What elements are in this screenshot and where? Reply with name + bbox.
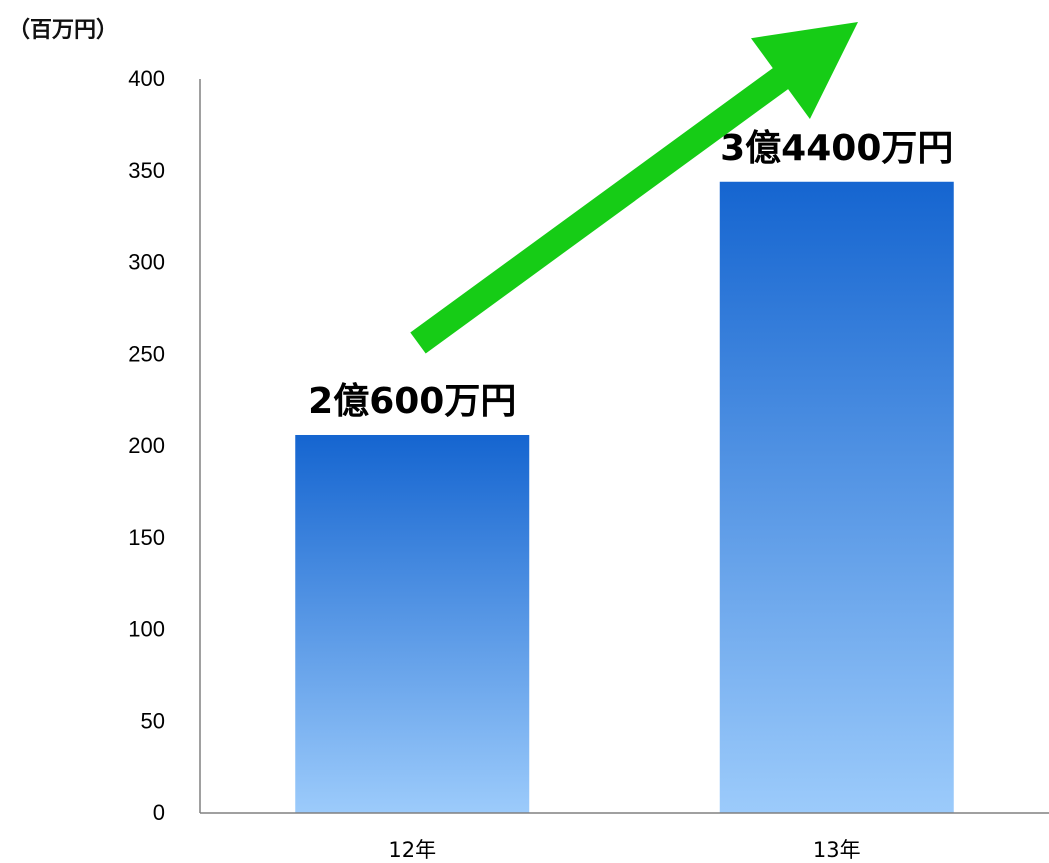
y-tick-label: 400 — [128, 66, 165, 91]
data-label: 2億600万円 — [308, 381, 516, 422]
bars — [295, 181, 954, 813]
y-axis-ticks: 0 50 100 150 200 250 300 350 400 — [128, 66, 165, 825]
axes — [199, 79, 1049, 814]
y-tick-label: 250 — [128, 341, 165, 366]
y-axis-unit-label: （百万円） — [8, 18, 119, 43]
x-tick-label: 13年 — [813, 838, 861, 862]
y-tick-label: 200 — [128, 433, 165, 458]
y-tick-label: 350 — [128, 158, 165, 183]
bar — [295, 434, 530, 813]
data-labels: 2億600万円 3億4400万円 — [308, 128, 953, 422]
growth-arrow-layer — [410, 22, 858, 354]
y-tick-label: 150 — [128, 525, 165, 550]
x-axis-ticks: 12年 13年 — [388, 838, 860, 862]
x-tick-label: 12年 — [388, 838, 436, 862]
y-tick-label: 300 — [128, 250, 165, 275]
y-tick-label: 100 — [128, 617, 165, 642]
y-tick-label: 50 — [141, 708, 165, 733]
y-tick-label: 0 — [153, 800, 165, 825]
bar — [719, 181, 954, 813]
growth-arrow-icon — [410, 22, 858, 354]
data-label: 3億4400万円 — [720, 128, 953, 169]
